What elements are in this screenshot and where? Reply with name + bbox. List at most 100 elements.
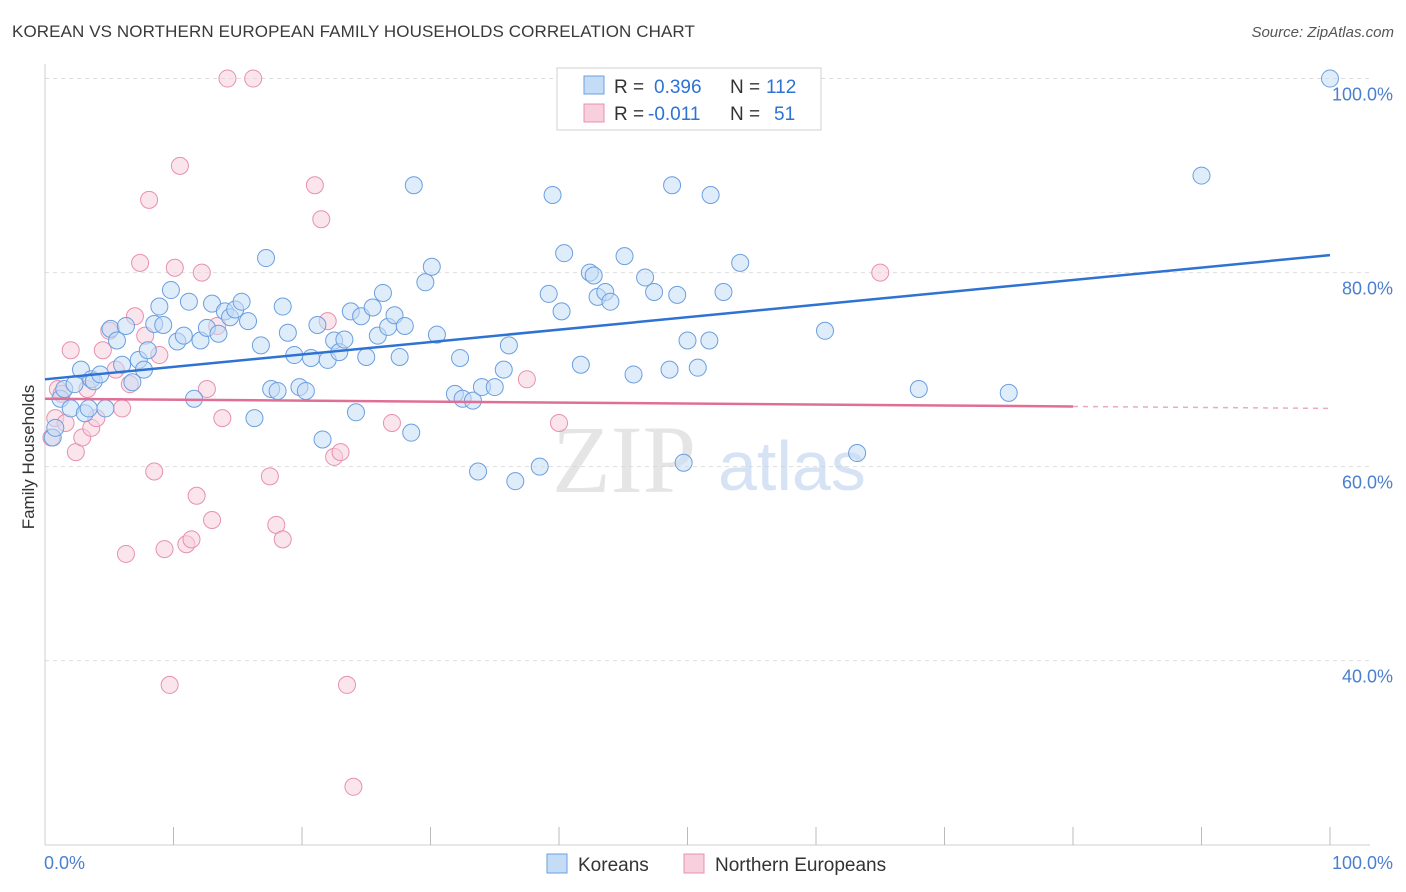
koreans-point (552, 302, 571, 321)
northern-europeans-trend-extension (1072, 405, 1331, 410)
koreans-point (645, 282, 664, 301)
y-axis-label: Family Households (19, 385, 38, 530)
koreans-point (469, 462, 488, 481)
tick-labels: 40.0% 60.0% 80.0% 100.0% 0.0% 100.0% (44, 85, 1393, 873)
watermark-atlas: atlas (718, 427, 866, 505)
koreans-point (357, 347, 376, 366)
koreans-point (373, 283, 392, 302)
koreans-point (251, 336, 270, 355)
koreans-point (123, 373, 142, 392)
x-tick-label: 0.0% (44, 853, 85, 873)
koreans-point (96, 399, 115, 418)
northern-europeans-point (182, 530, 201, 549)
chart-source: Source: ZipAtlas.com (1251, 24, 1394, 41)
northern-europeans-point (145, 462, 164, 481)
koreans-point (107, 331, 126, 350)
legend-n-value-northern-europeans: 51 (774, 104, 795, 125)
koreans-point (239, 312, 258, 331)
northern-europeans-point (160, 675, 179, 694)
koreans-point (636, 268, 655, 287)
koreans-point (485, 378, 504, 397)
koreans-trend-line (44, 253, 1331, 381)
northern-europeans-point (305, 176, 324, 195)
koreans-point (296, 381, 315, 400)
koreans-point (815, 321, 834, 340)
northern-europeans-point (170, 156, 189, 175)
northern-europeans-point (131, 253, 150, 272)
koreans-point (346, 403, 365, 422)
koreans-point (543, 185, 562, 204)
koreans-point (668, 285, 687, 304)
chart-title: KOREAN VS NORTHERN EUROPEAN FAMILY HOUSE… (12, 22, 695, 41)
northern-europeans-point (331, 443, 350, 462)
northern-europeans-point (218, 69, 237, 88)
koreans-point (663, 176, 682, 195)
northern-europeans-point (312, 210, 331, 229)
y-tick-label: 40.0% (1342, 667, 1393, 687)
northern-europeans-point (344, 777, 363, 796)
northern-europeans-point (113, 399, 132, 418)
koreans-point (308, 315, 327, 334)
koreans-point (909, 380, 928, 399)
legend-n-label-koreans: N = (730, 77, 760, 98)
koreans-point (335, 330, 354, 349)
koreans-point (161, 281, 180, 300)
koreans-point (113, 355, 132, 374)
northern-europeans-point (550, 413, 568, 432)
koreans-point (416, 273, 435, 292)
koreans-point (150, 297, 169, 316)
northern-europeans-point (61, 341, 80, 360)
northern-europeans-point (213, 409, 232, 428)
watermark-zip: ZIP (552, 406, 696, 513)
northern-europeans-point (187, 486, 206, 505)
koreans-point (138, 341, 157, 360)
northern-europeans-point (871, 263, 890, 282)
koreans-point (154, 315, 173, 334)
axes (44, 64, 1370, 846)
legend-n-label-northern-europeans: N = (730, 104, 760, 125)
koreans-point (848, 444, 867, 463)
koreans-point (46, 418, 65, 437)
koreans-point (232, 292, 251, 311)
koreans-point (700, 331, 719, 350)
northern-europeans-point (197, 380, 216, 399)
koreans-point (179, 292, 198, 311)
koreans-point (273, 297, 292, 316)
koreans-point (731, 253, 750, 272)
bottom-legend-label-koreans: Koreans (578, 855, 649, 876)
koreans-point (79, 399, 98, 418)
watermark: ZIP atlas (552, 406, 866, 513)
koreans-point (268, 381, 287, 400)
koreans-point (615, 247, 634, 266)
legend-swatch-koreans (583, 75, 605, 95)
koreans-point (674, 453, 693, 472)
northern-europeans-point (203, 510, 222, 529)
koreans-point (390, 347, 409, 366)
koreans-point (257, 249, 276, 268)
koreans-point (422, 257, 441, 276)
koreans-point (427, 325, 446, 344)
koreans-point (278, 323, 297, 342)
koreans-point (701, 185, 720, 204)
koreans-point (678, 331, 697, 350)
koreans-point (451, 348, 470, 367)
koreans-point (714, 282, 733, 301)
koreans-point (688, 358, 707, 377)
koreans-point (530, 457, 549, 476)
koreans-point (116, 316, 135, 335)
grid-lines (45, 78, 1370, 662)
legend-r-label-koreans: R = (614, 77, 644, 98)
northern-europeans-point (273, 530, 292, 549)
legend-r-value-koreans: 0.396 (654, 77, 702, 98)
northern-europeans-point (165, 258, 184, 277)
legend-n-value-koreans: 112 (766, 77, 796, 98)
koreans-point (209, 324, 228, 343)
koreans-point (571, 355, 590, 374)
legend-swatch-northern-europeans (583, 103, 605, 123)
y-tick-label: 60.0% (1342, 473, 1393, 493)
koreans-point (999, 383, 1018, 402)
northern-europeans-point (155, 540, 174, 559)
koreans-point (584, 266, 603, 285)
koreans-point (313, 430, 332, 449)
northern-europeans-point (93, 341, 112, 360)
